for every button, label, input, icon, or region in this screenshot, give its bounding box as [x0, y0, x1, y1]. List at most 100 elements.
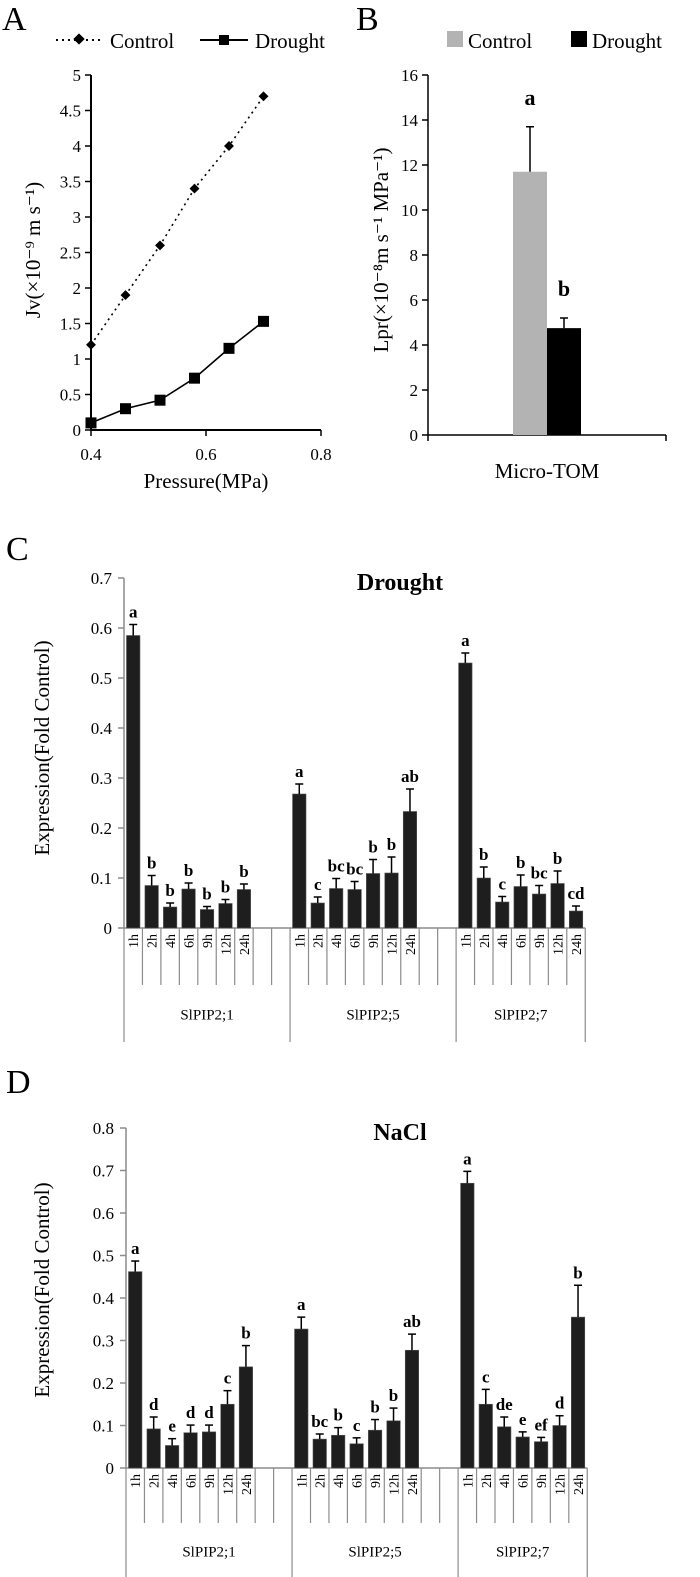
data-point-control	[189, 183, 200, 194]
y-tick-label: 2	[73, 279, 82, 298]
y-tick-label: 0	[410, 426, 419, 445]
category-label: 4h	[330, 934, 345, 948]
category-label: 1h	[293, 934, 308, 948]
significance-letter: b	[553, 849, 562, 868]
y-tick-label: 0.1	[93, 1417, 114, 1436]
category-label: 2h	[480, 1474, 495, 1488]
significance-letter: b	[558, 276, 570, 301]
bar	[404, 1349, 419, 1469]
significance-letter: a	[463, 1149, 472, 1168]
category-label: 24h	[570, 934, 585, 955]
significance-letter: a	[129, 603, 138, 622]
data-point-control	[86, 339, 96, 350]
category-label: 12h	[386, 934, 401, 955]
bar	[292, 793, 307, 929]
legend-drought-label: Drought	[592, 29, 662, 53]
panel-c-ylabel: Expression(Fold Control)	[30, 640, 54, 855]
y-tick-label: 0	[104, 919, 113, 938]
bar	[458, 662, 473, 929]
panel-b-ylabel: Lpr(×10⁻⁸m s⁻¹ MPa⁻¹)	[369, 147, 393, 352]
bar	[218, 903, 233, 929]
category-label: 24h	[406, 1474, 421, 1495]
significance-letter: b	[516, 853, 525, 872]
category-label: 24h	[404, 934, 419, 955]
data-point-drought	[120, 403, 131, 415]
y-tick-label: 0.1	[91, 869, 112, 888]
category-label: 24h	[572, 1474, 587, 1495]
significance-letter: bc	[311, 1412, 328, 1431]
significance-letter: b	[389, 1386, 398, 1405]
category-label: 6h	[517, 1474, 532, 1488]
significance-letter: d	[555, 1394, 565, 1413]
data-point-control	[258, 91, 269, 102]
bar	[402, 811, 417, 929]
bar	[497, 1426, 512, 1469]
panel-b-legend: Control Drought	[447, 29, 662, 53]
data-point-drought	[85, 417, 97, 429]
y-tick-label: 8	[410, 246, 419, 265]
bar	[294, 1328, 309, 1469]
bar	[146, 1428, 161, 1469]
bar-drought	[547, 328, 581, 435]
category-label: 4h	[496, 934, 511, 948]
y-tick-label: 0.4	[93, 1289, 115, 1308]
legend-control-swatch	[447, 31, 463, 47]
significance-letter: b	[368, 838, 377, 857]
y-tick-label: 4.5	[60, 102, 81, 121]
bar	[550, 883, 565, 929]
group-label: SlPIP2;1	[182, 1545, 235, 1561]
data-point-drought	[223, 342, 235, 354]
bar	[220, 1403, 235, 1469]
panel-letter-d: D	[6, 1064, 31, 1101]
bar	[183, 1432, 198, 1469]
category-label: 6h	[185, 1474, 200, 1488]
y-tick-label: 0.6	[91, 619, 112, 638]
significance-letter: b	[221, 878, 230, 897]
significance-letter: bc	[328, 857, 345, 876]
significance-letter: bc	[531, 864, 548, 883]
bar	[236, 889, 251, 929]
bar	[144, 885, 159, 929]
bar	[384, 872, 399, 929]
category-label: 24h	[238, 934, 253, 955]
significance-letter: b	[241, 1324, 250, 1343]
y-tick-label: 0.2	[93, 1374, 114, 1393]
bar	[460, 1182, 475, 1469]
bar	[368, 1429, 383, 1469]
category-label: 9h	[533, 934, 548, 948]
bar	[495, 901, 510, 929]
category-label: 6h	[515, 934, 530, 948]
bar	[534, 1441, 549, 1469]
bar	[238, 1366, 253, 1469]
series-line-drought	[90, 320, 264, 424]
group-label: SlPIP2;7	[494, 1008, 548, 1024]
panel-b-xlabel: Micro-TOM	[495, 459, 600, 483]
y-tick-label: 1	[73, 350, 82, 369]
category-label: 9h	[203, 1474, 218, 1488]
data-point-drought	[258, 315, 269, 327]
bar	[568, 910, 584, 929]
y-tick-label: 2	[410, 381, 419, 400]
category-label: 4h	[164, 934, 179, 948]
significance-letter: de	[496, 1395, 513, 1414]
bar	[126, 635, 141, 929]
panel-a-legend: Control Drought	[56, 29, 325, 53]
category-label: 2h	[314, 1474, 329, 1488]
legend-drought-label: Drought	[255, 29, 325, 53]
category-label: 9h	[201, 934, 216, 948]
significance-letter: ef	[535, 1415, 549, 1434]
x-tick-label: 0.6	[195, 445, 216, 464]
bar	[513, 886, 528, 929]
category-label: 6h	[349, 934, 364, 948]
data-point-control	[155, 240, 165, 251]
significance-letter: a	[131, 1239, 140, 1258]
significance-letter: bc	[346, 860, 363, 879]
panel-a-ylabel: Jv(×10⁻⁹ m s⁻¹)	[21, 182, 45, 318]
category-label: 4h	[166, 1474, 181, 1488]
y-tick-label: 0.3	[93, 1332, 114, 1351]
category-label: 1h	[459, 934, 474, 948]
category-label: 12h	[388, 1474, 403, 1495]
y-tick-label: 0.2	[91, 819, 112, 838]
bar	[386, 1420, 401, 1469]
y-tick-label: 12	[401, 156, 418, 175]
